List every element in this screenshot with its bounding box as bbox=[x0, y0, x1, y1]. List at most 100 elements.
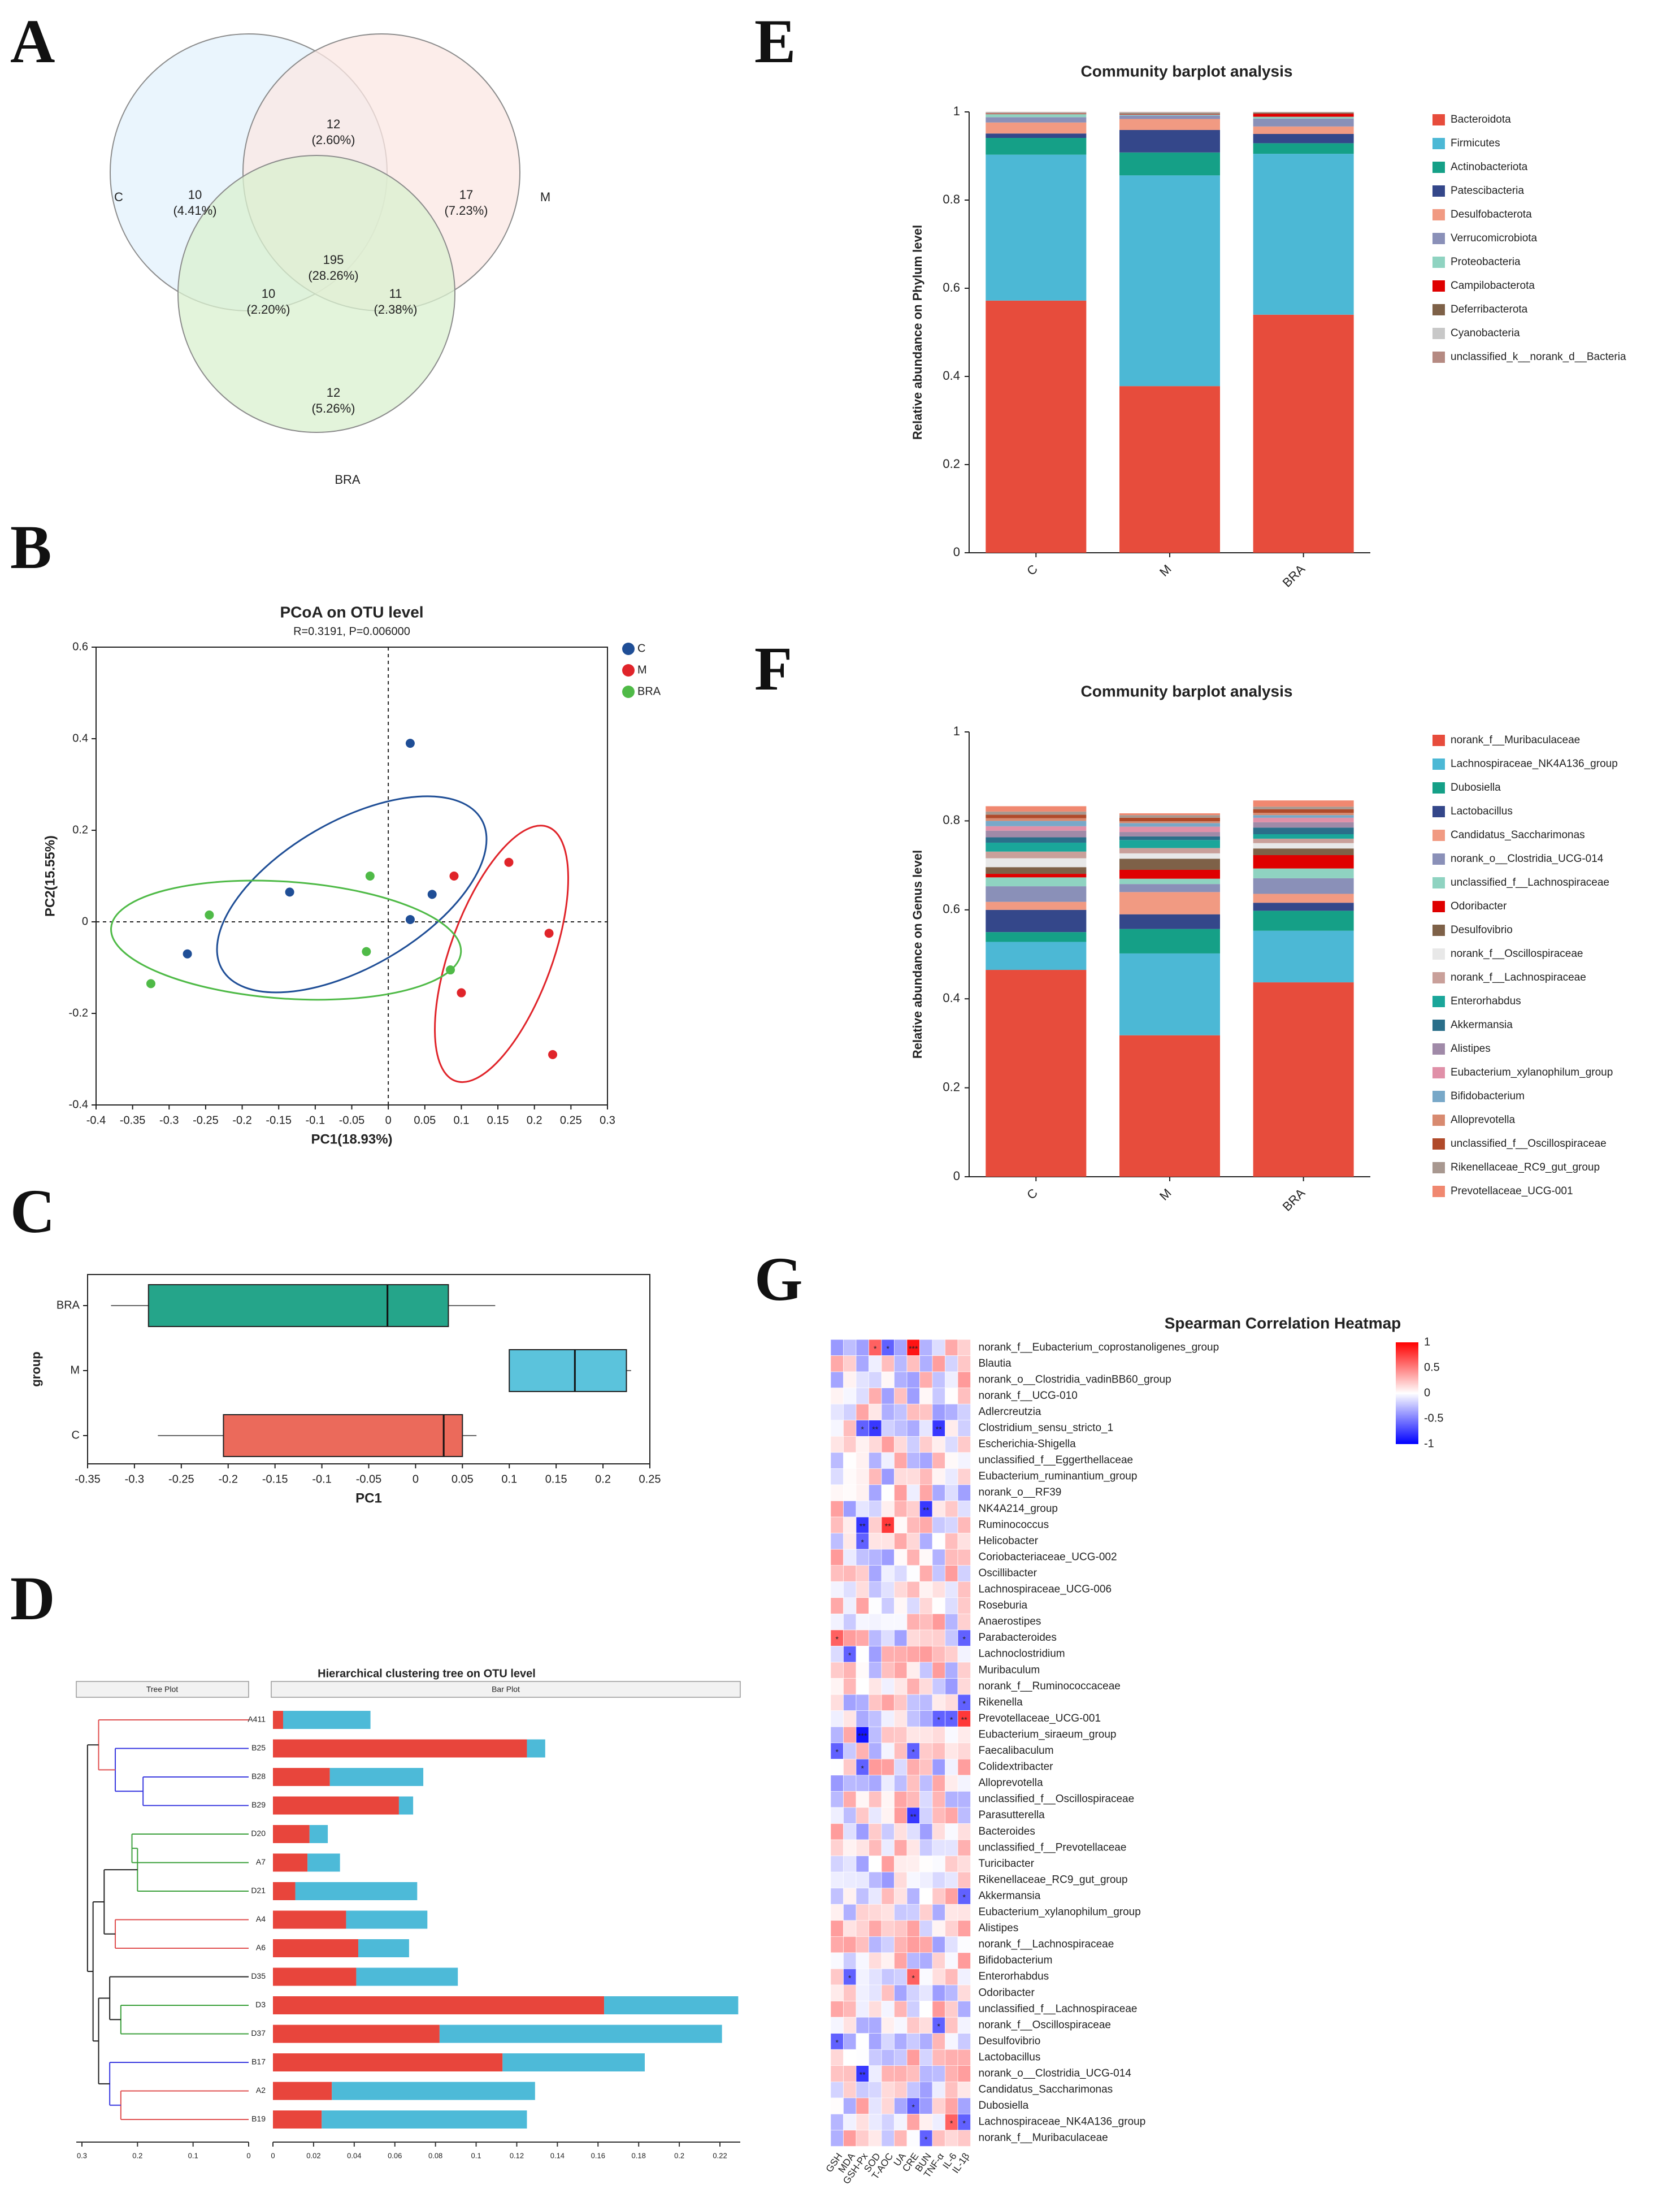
box-body-bra bbox=[147, 1284, 449, 1327]
heatmap-cell bbox=[869, 1969, 882, 1986]
heatmap-cell bbox=[856, 1484, 869, 1501]
heatmap-row-label: Lachnospiraceae_UCG-006 bbox=[979, 1584, 1112, 1596]
genus-legend-label: Odoribacter bbox=[1451, 900, 1507, 912]
heatmap-cell bbox=[830, 1952, 844, 1969]
heatmap-cell bbox=[881, 1436, 895, 1453]
heatmap-cell bbox=[843, 2114, 857, 2131]
heatmap-cell bbox=[906, 1920, 920, 1937]
panel-label-a: A bbox=[10, 7, 55, 76]
venn-region-count: 10 bbox=[262, 287, 275, 301]
phylum-bar-segment bbox=[986, 113, 1087, 114]
genus-bar-segment bbox=[986, 886, 1087, 902]
heatmap-cell bbox=[932, 1920, 945, 1937]
heatmap-cell bbox=[906, 1984, 920, 2001]
heatmap-cell bbox=[894, 1678, 908, 1695]
heatmap-cell bbox=[932, 2114, 945, 2131]
heatmap-cell bbox=[843, 1936, 857, 1953]
heatmap-cell bbox=[945, 1952, 958, 1969]
heatmap-cell bbox=[843, 1952, 857, 1969]
heatmap-row-label: Muribaculum bbox=[979, 1664, 1040, 1676]
heatmap-cell bbox=[830, 1936, 844, 1953]
cluster-bar-red bbox=[273, 1910, 346, 1929]
heatmap-cell bbox=[932, 1726, 945, 1744]
heatmap-cell bbox=[894, 1565, 908, 1582]
heatmap-cell bbox=[906, 2049, 920, 2066]
heatmap-cell bbox=[869, 2065, 882, 2082]
bar-axis-tick-label: 0.16 bbox=[591, 2151, 605, 2160]
box-x-tick-label: 0.05 bbox=[452, 1473, 474, 1485]
pcoa-y-tick-label: 0 bbox=[82, 915, 88, 927]
box-x-tick-label: -0.25 bbox=[168, 1473, 194, 1485]
genus-legend-swatch bbox=[1432, 1162, 1445, 1173]
heatmap-cell bbox=[945, 1839, 958, 1856]
heatmap-cell bbox=[856, 1920, 869, 1937]
heatmap-significance-mark: * bbox=[963, 2118, 966, 2127]
phylum-legend-swatch bbox=[1432, 162, 1445, 173]
heatmap-significance-mark: * bbox=[950, 1715, 953, 1724]
pcoa-y-tick-label: 0.4 bbox=[72, 732, 88, 744]
pcoa-x-tick-label: -0.35 bbox=[120, 1114, 146, 1126]
heatmap-cell bbox=[856, 1936, 869, 1953]
heatmap-cell bbox=[869, 1468, 882, 1485]
heatmap-cell bbox=[932, 1791, 945, 1808]
phylum-bar-segment bbox=[1119, 113, 1220, 114]
heatmap-cell bbox=[945, 1339, 958, 1356]
heatmap-cell bbox=[945, 1742, 958, 1759]
box-x-tick-label: -0.2 bbox=[219, 1473, 238, 1485]
heatmap-cell bbox=[856, 1710, 869, 1727]
heatmap-cell bbox=[881, 2017, 895, 2034]
heatmap-cell bbox=[957, 1388, 971, 1405]
heatmap-row-label: unclassified_f__Eggerthellaceae bbox=[979, 1454, 1134, 1466]
heatmap-cell bbox=[945, 1904, 958, 1921]
genus-legend-swatch bbox=[1432, 830, 1445, 841]
tree-axis-tick-label: 0.1 bbox=[188, 2151, 198, 2160]
bar-axis-tick-label: 0.22 bbox=[713, 2151, 727, 2160]
heatmap-cell bbox=[945, 2130, 958, 2147]
heatmap-cell bbox=[869, 1646, 882, 1663]
heatmap-cell bbox=[881, 1920, 895, 1937]
genus-y-tick-label: 0.8 bbox=[943, 813, 960, 827]
genus-legend-label: norank_f__Muribaculaceae bbox=[1451, 734, 1580, 746]
heatmap-cell bbox=[906, 1614, 920, 1631]
heatmap-cell bbox=[932, 2049, 945, 2066]
phylum-legend-swatch bbox=[1432, 280, 1445, 292]
heatmap-cell bbox=[945, 1581, 958, 1598]
heatmap-cell bbox=[906, 1936, 920, 1953]
heatmap-cell bbox=[830, 1468, 844, 1485]
heatmap-cell bbox=[843, 1468, 857, 1485]
heatmap-row-label: Roseburia bbox=[979, 1600, 1028, 1611]
heatmap-cell bbox=[881, 1694, 895, 1711]
heatmap-cell bbox=[869, 1694, 882, 1711]
heatmap-row-label: Prevotellaceae_UCG-001 bbox=[979, 1713, 1101, 1724]
heatmap-cell bbox=[932, 1581, 945, 1598]
box-body-m bbox=[509, 1349, 627, 1392]
heatmap-cell bbox=[919, 1920, 933, 1937]
heatmap-cell bbox=[856, 1871, 869, 1888]
genus-x-tick-label: BRA bbox=[1280, 1186, 1308, 1214]
cluster-bar-red bbox=[273, 1996, 605, 2014]
genus-bar-segment bbox=[986, 842, 1087, 852]
phylum-bar-segment bbox=[1119, 115, 1220, 119]
genus-bar-segment bbox=[1119, 884, 1220, 892]
phylum-x-tick-label: BRA bbox=[1280, 562, 1308, 590]
heatmap-row-label: Alloprevotella bbox=[979, 1777, 1043, 1789]
heatmap-cell bbox=[830, 2130, 844, 2147]
heatmap-cell bbox=[881, 2082, 895, 2099]
heatmap-cell bbox=[919, 1533, 933, 1550]
heatmap-row-label: unclassified_f__Prevotellaceae bbox=[979, 1841, 1127, 1853]
pcoa-ellipse-bra bbox=[110, 879, 462, 1001]
heatmap-cell bbox=[945, 1533, 958, 1550]
heatmap-cell bbox=[843, 1452, 857, 1469]
pcoa-x-tick-label: -0.25 bbox=[193, 1114, 219, 1126]
heatmap-cell bbox=[830, 1484, 844, 1501]
cluster-bar-red bbox=[273, 1711, 283, 1729]
heatmap-cell bbox=[894, 1516, 908, 1533]
heatmap-cell bbox=[906, 1484, 920, 1501]
heatmap-cell bbox=[881, 1969, 895, 1986]
heatmap-cell bbox=[894, 1484, 908, 1501]
heatmap-cell bbox=[919, 2033, 933, 2050]
bar-axis-tick-label: 0.02 bbox=[306, 2151, 320, 2160]
heatmap-cell bbox=[856, 1856, 869, 1872]
heatmap-cell bbox=[881, 2001, 895, 2018]
cluster-bar-blue bbox=[283, 1711, 371, 1729]
